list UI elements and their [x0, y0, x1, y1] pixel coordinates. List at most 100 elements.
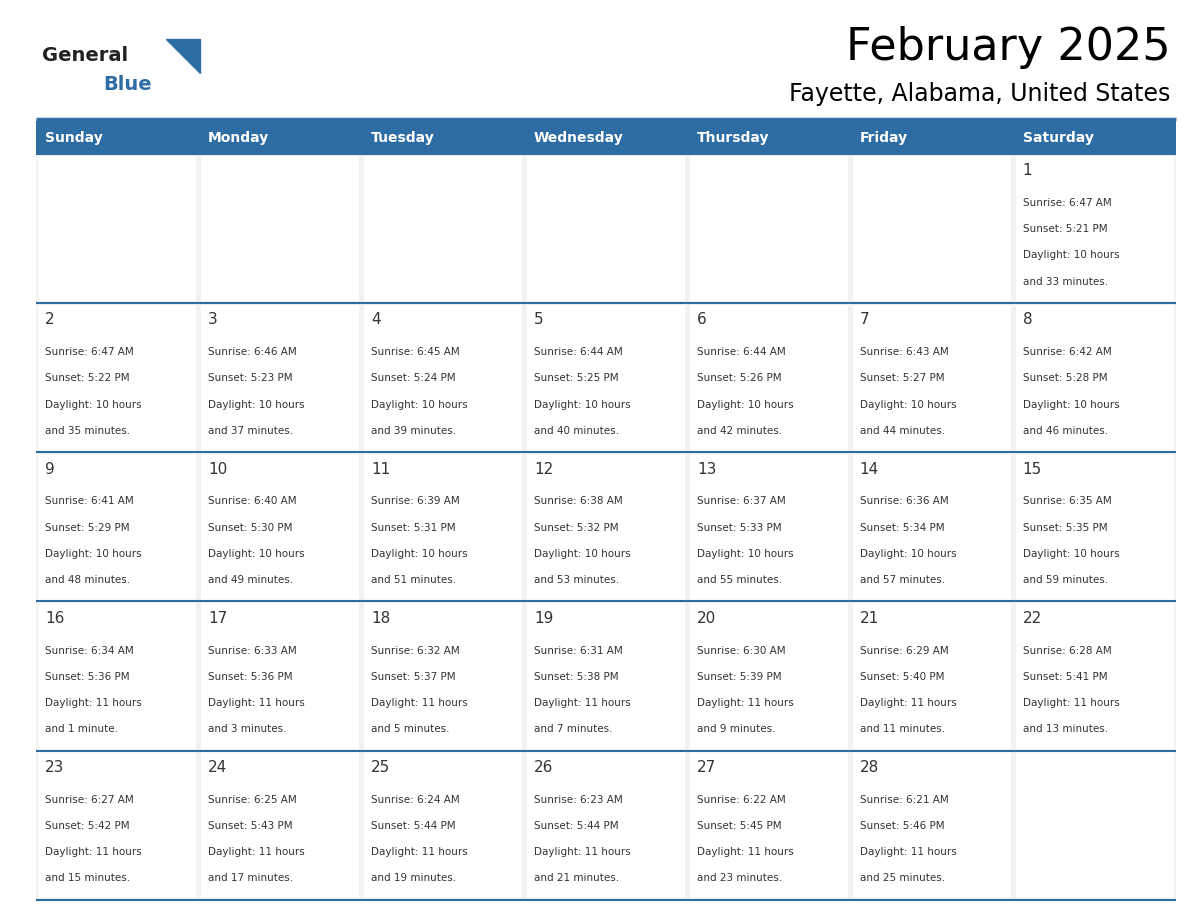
- Bar: [526, 603, 685, 749]
- Bar: [688, 601, 851, 751]
- Text: Sunset: 5:32 PM: Sunset: 5:32 PM: [533, 522, 619, 532]
- Bar: [853, 305, 1011, 451]
- Bar: [36, 303, 198, 453]
- Text: Sunrise: 6:37 AM: Sunrise: 6:37 AM: [697, 497, 785, 507]
- Bar: [38, 305, 196, 451]
- Text: Daylight: 10 hours: Daylight: 10 hours: [533, 399, 631, 409]
- Bar: [201, 305, 359, 451]
- Text: 17: 17: [208, 610, 227, 626]
- Text: Daylight: 10 hours: Daylight: 10 hours: [371, 399, 468, 409]
- Text: Tuesday: Tuesday: [371, 130, 435, 145]
- Bar: [690, 753, 848, 898]
- Text: Sunrise: 6:28 AM: Sunrise: 6:28 AM: [1023, 645, 1112, 655]
- Text: and 1 minute.: and 1 minute.: [45, 723, 118, 733]
- Text: 24: 24: [208, 760, 227, 775]
- Text: Sunset: 5:30 PM: Sunset: 5:30 PM: [208, 522, 292, 532]
- Bar: [1016, 753, 1174, 898]
- Bar: [364, 305, 522, 451]
- Text: Sunrise: 6:35 AM: Sunrise: 6:35 AM: [1023, 497, 1112, 507]
- Bar: [361, 453, 524, 601]
- Text: and 23 minutes.: and 23 minutes.: [697, 873, 782, 883]
- Text: Sunrise: 6:25 AM: Sunrise: 6:25 AM: [208, 795, 297, 804]
- Text: Daylight: 10 hours: Daylight: 10 hours: [1023, 549, 1119, 559]
- Text: Daylight: 10 hours: Daylight: 10 hours: [1023, 399, 1119, 409]
- Text: 22: 22: [1023, 610, 1042, 626]
- Text: Daylight: 10 hours: Daylight: 10 hours: [45, 549, 141, 559]
- Text: and 3 minutes.: and 3 minutes.: [208, 723, 286, 733]
- Bar: [361, 303, 524, 453]
- Text: Sunrise: 6:21 AM: Sunrise: 6:21 AM: [860, 795, 948, 804]
- Text: Daylight: 11 hours: Daylight: 11 hours: [697, 846, 794, 856]
- Bar: [201, 753, 359, 898]
- Text: Sunset: 5:37 PM: Sunset: 5:37 PM: [371, 672, 456, 682]
- Bar: [201, 603, 359, 749]
- Text: 20: 20: [697, 610, 716, 626]
- Bar: [851, 453, 1013, 601]
- Bar: [690, 603, 848, 749]
- Text: Sunset: 5:44 PM: Sunset: 5:44 PM: [371, 821, 456, 831]
- Text: Daylight: 11 hours: Daylight: 11 hours: [1023, 698, 1119, 708]
- Text: Daylight: 10 hours: Daylight: 10 hours: [1023, 251, 1119, 261]
- Text: and 33 minutes.: and 33 minutes.: [1023, 276, 1108, 286]
- Text: Friday: Friday: [860, 130, 908, 145]
- Text: Sunset: 5:27 PM: Sunset: 5:27 PM: [860, 374, 944, 384]
- Text: Daylight: 10 hours: Daylight: 10 hours: [371, 549, 468, 559]
- Text: Sunrise: 6:40 AM: Sunrise: 6:40 AM: [208, 497, 297, 507]
- Bar: [364, 753, 522, 898]
- Text: Sunrise: 6:38 AM: Sunrise: 6:38 AM: [533, 497, 623, 507]
- Text: Sunset: 5:25 PM: Sunset: 5:25 PM: [533, 374, 619, 384]
- Text: Sunset: 5:28 PM: Sunset: 5:28 PM: [1023, 374, 1107, 384]
- Text: Sunrise: 6:32 AM: Sunrise: 6:32 AM: [371, 645, 460, 655]
- Text: 15: 15: [1023, 462, 1042, 476]
- Text: and 13 minutes.: and 13 minutes.: [1023, 723, 1108, 733]
- Text: Saturday: Saturday: [1023, 130, 1094, 145]
- Text: Daylight: 11 hours: Daylight: 11 hours: [208, 698, 305, 708]
- Text: and 17 minutes.: and 17 minutes.: [208, 873, 293, 883]
- Text: Sunset: 5:42 PM: Sunset: 5:42 PM: [45, 821, 129, 831]
- Text: and 44 minutes.: and 44 minutes.: [860, 426, 944, 436]
- Text: Daylight: 11 hours: Daylight: 11 hours: [860, 846, 956, 856]
- Bar: [853, 156, 1011, 301]
- Text: Sunset: 5:43 PM: Sunset: 5:43 PM: [208, 821, 292, 831]
- Text: 8: 8: [1023, 312, 1032, 328]
- Text: and 51 minutes.: and 51 minutes.: [371, 575, 456, 585]
- Text: Daylight: 10 hours: Daylight: 10 hours: [45, 399, 141, 409]
- Bar: [36, 601, 198, 751]
- Text: 23: 23: [45, 760, 64, 775]
- Text: 21: 21: [860, 610, 879, 626]
- Text: Sunrise: 6:27 AM: Sunrise: 6:27 AM: [45, 795, 134, 804]
- Text: and 59 minutes.: and 59 minutes.: [1023, 575, 1108, 585]
- Text: Sunset: 5:24 PM: Sunset: 5:24 PM: [371, 374, 456, 384]
- Bar: [853, 454, 1011, 599]
- Text: 12: 12: [533, 462, 554, 476]
- Text: 19: 19: [533, 610, 554, 626]
- Text: and 19 minutes.: and 19 minutes.: [371, 873, 456, 883]
- Bar: [690, 156, 848, 301]
- Text: Sunset: 5:31 PM: Sunset: 5:31 PM: [371, 522, 456, 532]
- Text: 28: 28: [860, 760, 879, 775]
- Bar: [361, 751, 524, 900]
- Text: Sunrise: 6:47 AM: Sunrise: 6:47 AM: [1023, 198, 1112, 208]
- Bar: [688, 154, 851, 303]
- Text: Wednesday: Wednesday: [533, 130, 624, 145]
- Text: Sunset: 5:34 PM: Sunset: 5:34 PM: [860, 522, 944, 532]
- Text: Sunrise: 6:34 AM: Sunrise: 6:34 AM: [45, 645, 134, 655]
- Text: Sunrise: 6:46 AM: Sunrise: 6:46 AM: [208, 347, 297, 357]
- Text: Sunrise: 6:29 AM: Sunrise: 6:29 AM: [860, 645, 948, 655]
- Text: Sunrise: 6:44 AM: Sunrise: 6:44 AM: [533, 347, 623, 357]
- Bar: [1013, 154, 1176, 303]
- Text: 13: 13: [697, 462, 716, 476]
- Text: Sunset: 5:41 PM: Sunset: 5:41 PM: [1023, 672, 1107, 682]
- Bar: [526, 753, 685, 898]
- Bar: [851, 601, 1013, 751]
- Text: 2: 2: [45, 312, 55, 328]
- Text: and 55 minutes.: and 55 minutes.: [697, 575, 782, 585]
- Text: Daylight: 10 hours: Daylight: 10 hours: [533, 549, 631, 559]
- Text: Daylight: 11 hours: Daylight: 11 hours: [860, 698, 956, 708]
- Bar: [524, 453, 688, 601]
- Bar: [361, 601, 524, 751]
- Text: 9: 9: [45, 462, 55, 476]
- Bar: [364, 603, 522, 749]
- Text: Blue: Blue: [103, 75, 152, 94]
- Bar: [853, 753, 1011, 898]
